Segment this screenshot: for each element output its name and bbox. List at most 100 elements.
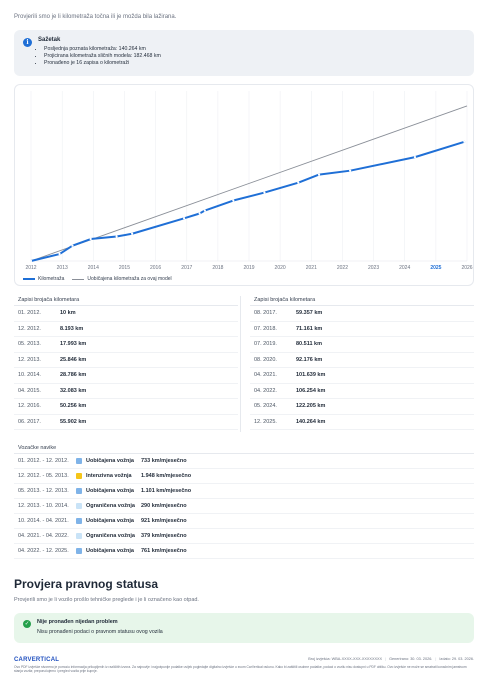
odometer-readings: Zapisi brojača kilometara 01. 2012. 10 km… xyxy=(14,294,474,434)
reading-date: 07. 2018. xyxy=(254,325,277,332)
driving-style-swatch xyxy=(76,458,82,464)
mileage-point xyxy=(58,252,61,256)
mileage-point xyxy=(413,156,417,159)
reading-km: 59.357 km xyxy=(296,310,323,317)
x-tick-label: 2019 xyxy=(243,265,254,271)
driving-row: 05. 2013. - 12. 2013. Uobičajena vožnja 1.… xyxy=(14,484,474,499)
readings-column-left: Zapisi brojača kilometara 01. 2012. 10 km… xyxy=(14,294,238,430)
driving-style: Uobičajena vožnja xyxy=(86,458,134,464)
chart-legend: Kilometraža Uobičajena kilometraža za ov… xyxy=(23,276,172,282)
mileage-point xyxy=(115,235,118,238)
legal-status-title: Nije pronađen nijedan problem xyxy=(37,619,118,625)
reading-km: 50.256 km xyxy=(60,403,87,410)
legend-swatch-typical xyxy=(72,278,85,280)
reading-row: 12. 2012. 8.193 km xyxy=(14,322,238,337)
mileage-chart-svg: 2012 2013 2014 2015 2016 2017 2018 2019 2020 2021… xyxy=(25,91,473,271)
driving-period: 04. 2021. - 04. 2022. xyxy=(18,533,69,539)
reading-date: 12. 2012. xyxy=(18,325,41,332)
mileage-point xyxy=(203,209,206,212)
driving-style-swatch xyxy=(76,488,82,494)
driving-style: Ograničena vožnja xyxy=(86,533,135,539)
reading-date: 12. 2016. xyxy=(18,403,41,410)
reading-row: 07. 2018. 71.161 km xyxy=(250,322,474,337)
x-tick-label: 2022 xyxy=(337,265,348,271)
driving-style: Uobičajena vožnja xyxy=(86,548,134,554)
column-divider xyxy=(240,296,241,432)
reading-date: 01. 2012. xyxy=(18,310,41,317)
driving-habits: Vozačke navike 01. 2012. - 12. 2012. Uobi… xyxy=(14,442,474,559)
reading-date: 08. 2020. xyxy=(254,356,277,363)
reading-km: 17.993 km xyxy=(60,341,87,348)
reading-km: 92.176 km xyxy=(296,356,323,363)
mileage-point xyxy=(131,232,134,235)
intro-text: Provjerili smo je li kilometraža točna i… xyxy=(14,14,177,20)
driving-style-swatch xyxy=(76,473,82,479)
x-tick-label: 2023 xyxy=(368,265,379,271)
reading-row: 04. 2015. 32.083 km xyxy=(14,384,238,399)
driving-km-per-month: 733 km/mjesečno xyxy=(141,458,187,464)
driving-period: 05. 2013. - 12. 2013. xyxy=(18,488,69,494)
summary-list: Posljednja poznata kilometraža: 140.264 … xyxy=(44,46,161,68)
legend-label-mileage: Kilometraža xyxy=(38,276,65,282)
disclaimer-text: Ovo PDF izvješće stvoreno je pomoću info… xyxy=(14,665,467,674)
readings-column-right: Zapisi brojača kilometara 08. 2017. 59.35… xyxy=(250,294,474,430)
summary-item: Pronađeno je 16 zapisa o kilometraži xyxy=(44,60,161,67)
summary-title: Sažetak xyxy=(38,37,61,43)
reading-row: 06. 2017. 55.902 km xyxy=(14,415,238,430)
driving-style-swatch xyxy=(76,503,82,509)
reading-row: 01. 2012. 10 km xyxy=(14,306,238,322)
legal-section-title: Provjera pravnog statusa xyxy=(14,577,159,591)
reading-date: 10. 2014. xyxy=(18,372,41,379)
x-tick-label: 2014 xyxy=(88,265,99,271)
driving-row: 04. 2022. - 12. 2025. Uobičajena vožnja 76… xyxy=(14,544,474,559)
reading-date: 05. 2013. xyxy=(18,341,41,348)
reading-row: 08. 2017. 59.357 km xyxy=(250,306,474,322)
reading-row: 05. 2013. 17.993 km xyxy=(14,337,238,353)
reading-date: 07. 2019. xyxy=(254,341,277,348)
reading-date: 04. 2015. xyxy=(18,387,41,394)
reading-km: 80.511 km xyxy=(296,341,322,348)
summary-box: i Sažetak Posljednja poznata kilometraža… xyxy=(14,30,474,76)
reading-km: 8.193 km xyxy=(60,325,84,332)
summary-item: Posljednja poznata kilometraža: 140.264 … xyxy=(44,46,161,53)
mileage-point xyxy=(89,237,92,241)
driving-km-per-month: 290 km/mjesečno xyxy=(141,503,187,509)
reading-km: 106.254 km xyxy=(296,387,326,394)
reading-row: 12. 2013. 25.846 km xyxy=(14,353,238,368)
reading-date: 12. 2025. xyxy=(254,418,277,425)
reading-date: 08. 2017. xyxy=(254,310,277,317)
reading-date: 06. 2017. xyxy=(18,418,41,425)
reading-row: 12. 2025. 140.264 km xyxy=(250,415,474,430)
reading-row: 07. 2019. 80.511 km xyxy=(250,337,474,353)
reading-row: 04. 2021. 101.639 km xyxy=(250,368,474,384)
x-tick-label: 2026 xyxy=(461,265,472,271)
mileage-point xyxy=(232,199,235,202)
mileage-point xyxy=(183,217,186,220)
x-tick-label: 2013 xyxy=(57,265,68,271)
driving-header: Vozačke navike xyxy=(14,442,474,454)
reading-km: 101.639 km xyxy=(296,372,326,379)
x-tick-label: 2021 xyxy=(306,265,317,271)
mileage-point xyxy=(71,244,74,247)
mileage-point xyxy=(297,181,300,184)
driving-km-per-month: 921 km/mjesečno xyxy=(141,518,187,524)
driving-period: 01. 2012. - 12. 2012. xyxy=(18,458,69,464)
reading-row: 08. 2020. 92.176 km xyxy=(250,353,474,368)
driving-style: Intenzivna vožnja xyxy=(86,473,132,479)
info-icon: i xyxy=(23,38,32,47)
driving-style-swatch xyxy=(76,548,82,554)
mileage-point xyxy=(29,259,33,263)
driving-km-per-month: 1.948 km/mjesečno xyxy=(141,473,192,479)
reading-row: 10. 2014. 28.786 km xyxy=(14,368,238,384)
x-tick-label: 2018 xyxy=(212,265,223,271)
footer-meta: Broj izvješća: WBA-XXXX-XXX-XXXXXXXX | Gen… xyxy=(308,657,474,661)
carvertical-logo: CARVERTICAL xyxy=(14,657,60,663)
legend-label-typical: Uobičajena kilometraža za ovaj model xyxy=(87,276,172,282)
reading-date: 04. 2022. xyxy=(254,387,277,394)
readings-header: Zapisi brojača kilometara xyxy=(250,294,474,306)
readings-header: Zapisi brojača kilometara xyxy=(14,294,238,306)
driving-row: 12. 2012. - 05. 2013. Intenzivna vožnja 1.… xyxy=(14,469,474,484)
driving-style: Ograničena vožnja xyxy=(86,503,135,509)
legal-status-box: ✓ Nije pronađen nijedan problem Nisu pro… xyxy=(14,613,474,643)
driving-km-per-month: 761 km/mjesečno xyxy=(141,548,187,554)
